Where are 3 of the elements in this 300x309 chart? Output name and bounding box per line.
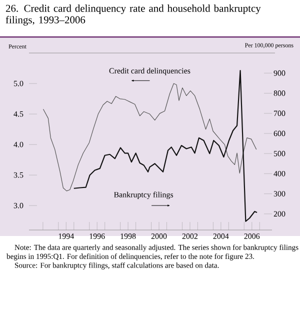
line-series [42,83,257,192]
chart-title: 26. Credit card delinquency rate and household bankruptcy filings, 1993–2006 [6,4,261,26]
line-series [73,70,258,222]
